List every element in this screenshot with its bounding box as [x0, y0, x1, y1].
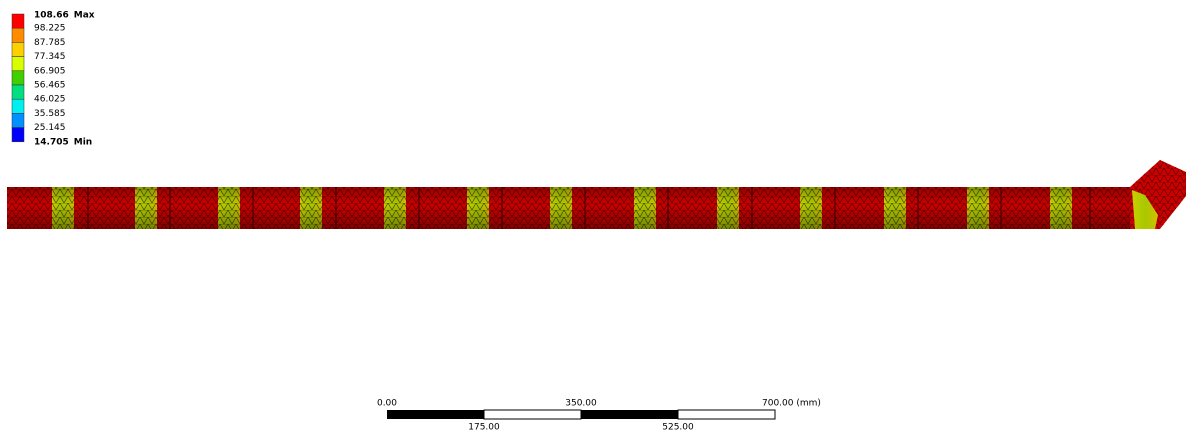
legend-swatch: [12, 14, 24, 28]
scale-segment: [387, 410, 484, 419]
legend-value: 46.025: [34, 95, 66, 105]
legend-value: 66.905: [34, 66, 66, 76]
legend-value: 25.145: [34, 123, 66, 133]
legend-value: 14.705: [34, 137, 69, 147]
scale-label: 175.00: [468, 423, 500, 433]
scale-segment: [678, 410, 775, 419]
scale-label: 525.00: [662, 423, 694, 433]
legend-swatch: [12, 99, 24, 113]
scale-bar: 0.00 350.00 700.00 (mm) 175.00 525.00: [377, 399, 821, 433]
legend-value: 98.225: [34, 24, 66, 34]
legend-value: 56.465: [34, 81, 66, 91]
scale-segment: [581, 410, 678, 419]
legend-tag: Min: [74, 137, 92, 147]
legend-swatch: [12, 57, 24, 71]
legend-swatch: [12, 28, 24, 42]
legend-swatch: [12, 71, 24, 85]
legend-value: 108.66: [34, 11, 69, 21]
legend-value: 35.585: [34, 109, 66, 119]
pipe-shade: [7, 187, 1135, 229]
legend-value: 77.345: [34, 52, 66, 62]
legend: 108.66 Max 98.225 87.785 77.345 66.905 56.465 4…: [12, 11, 95, 148]
legend-swatch: [12, 42, 24, 56]
scale-segment: [484, 410, 581, 419]
legend-tag: Max: [74, 11, 95, 21]
legend-swatch: [12, 113, 24, 127]
scale-label: 350.00: [565, 399, 597, 409]
scale-label: 700.00 (mm): [762, 399, 821, 409]
legend-value: 87.785: [34, 38, 66, 48]
pipe-model: [7, 160, 1186, 229]
legend-swatch: [12, 128, 24, 142]
legend-swatch: [12, 85, 24, 99]
viewport: 108.66 Max 98.225 87.785 77.345 66.905 56.465 4…: [0, 0, 1186, 432]
scale-label: 0.00: [377, 399, 397, 409]
